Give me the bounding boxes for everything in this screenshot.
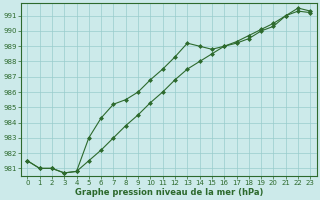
X-axis label: Graphe pression niveau de la mer (hPa): Graphe pression niveau de la mer (hPa)	[75, 188, 263, 197]
